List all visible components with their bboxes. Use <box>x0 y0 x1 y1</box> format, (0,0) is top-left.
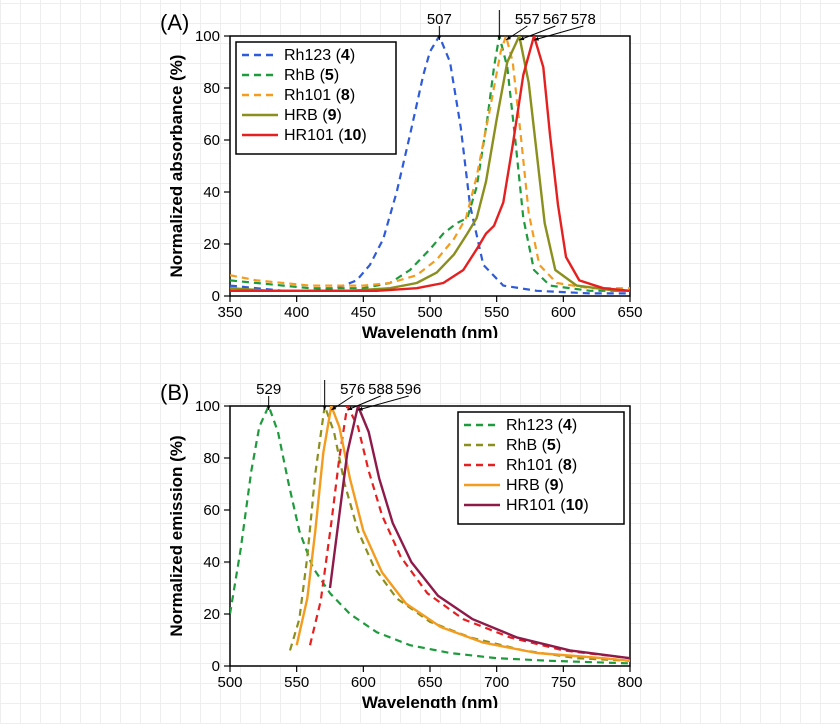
x-axis-label: Wavelength (nm) <box>362 693 498 708</box>
y-tick-label: 60 <box>203 132 220 149</box>
x-tick-label: 600 <box>351 674 376 691</box>
panel-b: (B) 500 550 600 650 700 750 800 0 20 40 60 80 100 Wave… <box>160 378 650 708</box>
x-tick-label: 650 <box>417 674 442 691</box>
x-tick-label: 700 <box>484 674 509 691</box>
legend-label: RhB (5) <box>284 67 339 84</box>
legend-label: Rh101 (8) <box>506 457 577 474</box>
legend-label: HRB (9) <box>506 477 564 494</box>
x-axis-label: Wavelength (nm) <box>362 323 498 338</box>
peak-label: 507 <box>427 11 452 28</box>
y-axis-label: Normalized emission (%) <box>167 435 186 636</box>
y-tick-label: 0 <box>212 288 220 305</box>
peak-label: 567 <box>543 11 568 28</box>
y-tick-label: 80 <box>203 450 220 467</box>
peak-label: 557 <box>515 11 540 28</box>
y-tick-label: 60 <box>203 502 220 519</box>
x-tick-label: 550 <box>484 304 509 321</box>
y-axis-label: Normalized absorbance (%) <box>167 55 186 278</box>
x-tick-label: 800 <box>617 674 642 691</box>
panel-tag: (B) <box>160 380 189 405</box>
legend-label: Rh101 (8) <box>284 87 355 104</box>
peak-label: 576 <box>340 381 365 398</box>
legend-label: RhB (5) <box>506 437 561 454</box>
legend-label: HR101 (10) <box>506 497 589 514</box>
x-tick-label: 750 <box>551 674 576 691</box>
y-tick-label: 40 <box>203 554 220 571</box>
y-tick-label: 0 <box>212 658 220 675</box>
x-tick-label: 650 <box>617 304 642 321</box>
y-tick-label: 100 <box>195 28 220 45</box>
panel-a: (A) 350 400 450 500 550 600 650 0 20 40 60 80 100 Wave… <box>160 8 650 338</box>
x-tick-label: 400 <box>284 304 309 321</box>
legend-label: HR101 (10) <box>284 127 367 144</box>
peak-label: 578 <box>571 11 596 28</box>
x-tick-label: 350 <box>217 304 242 321</box>
y-tick-label: 40 <box>203 184 220 201</box>
legend-label: Rh123 (4) <box>284 47 355 64</box>
x-tick-label: 500 <box>417 304 442 321</box>
legend-label: HRB (9) <box>284 107 342 124</box>
y-tick-label: 80 <box>203 80 220 97</box>
legend-label: Rh123 (4) <box>506 417 577 434</box>
peak-label: 596 <box>396 381 421 398</box>
x-tick-label: 600 <box>551 304 576 321</box>
y-tick-label: 100 <box>195 398 220 415</box>
peak-label: 588 <box>368 381 393 398</box>
x-tick-label: 500 <box>217 674 242 691</box>
x-tick-label: 550 <box>284 674 309 691</box>
y-tick-label: 20 <box>203 236 220 253</box>
panel-tag: (A) <box>160 10 189 35</box>
x-tick-label: 450 <box>351 304 376 321</box>
y-tick-label: 20 <box>203 606 220 623</box>
peak-label: 529 <box>256 381 281 398</box>
figure-page: (A)350400450500550600650020406080100Wave… <box>0 0 840 724</box>
